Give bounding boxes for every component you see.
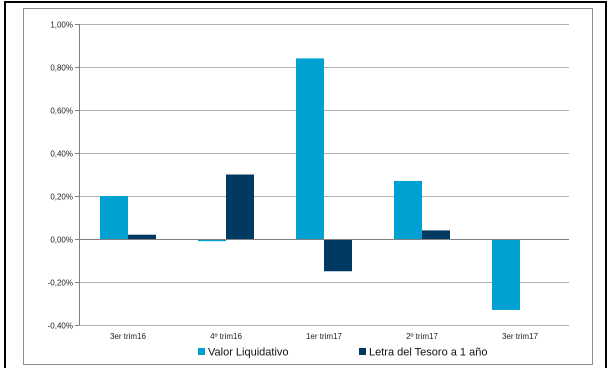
y-tick-labels: 1,00% 0,80% 0,60% 0,40% 0,20% 0,00% -0,20% -0,4…: [48, 21, 73, 331]
legend: Valor Liquidativo Letra del Tesoro a 1 añ…: [198, 347, 487, 359]
x-tick-label: 3er trim16: [110, 332, 147, 341]
x-tick-label: 1er trim17: [306, 332, 343, 341]
legend-label: Letra del Tesoro a 1 año: [369, 347, 487, 359]
y-tick-label: 0,40%: [50, 150, 73, 159]
y-tick-label: 0,20%: [50, 193, 73, 202]
legend-label: Valor Liquidativo: [208, 347, 289, 359]
y-tick-label: -0,40%: [48, 322, 73, 331]
bar-valor-liquidativo: [492, 239, 520, 310]
bar-valor-liquidativo: [100, 196, 128, 239]
x-tick-label: 4º trim16: [210, 332, 242, 341]
y-tick-label: 0,80%: [50, 64, 73, 73]
bars: [100, 58, 520, 310]
x-tick-label: 2º trim17: [406, 332, 438, 341]
bar-valor-liquidativo: [198, 239, 226, 242]
x-tick-label: 3er trim17: [502, 332, 539, 341]
y-tick-label: 0,60%: [50, 107, 73, 116]
bar-letra-tesoro: [128, 234, 156, 239]
bar-letra-tesoro: [324, 239, 352, 272]
x-tick-labels: 3er trim16 4º trim16 1er trim17 2º trim17 3e…: [110, 332, 539, 341]
bar-valor-liquidativo: [394, 180, 422, 239]
axes: [79, 24, 569, 325]
y-tick-label: -0,20%: [48, 279, 73, 288]
y-tick-label: 1,00%: [50, 21, 73, 30]
bar-letra-tesoro: [226, 174, 254, 239]
bar-valor-liquidativo: [296, 58, 324, 240]
legend-swatch: [359, 348, 366, 355]
legend-swatch: [198, 348, 205, 355]
bar-letra-tesoro: [422, 230, 450, 239]
y-tick-label: 0,00%: [50, 236, 73, 245]
